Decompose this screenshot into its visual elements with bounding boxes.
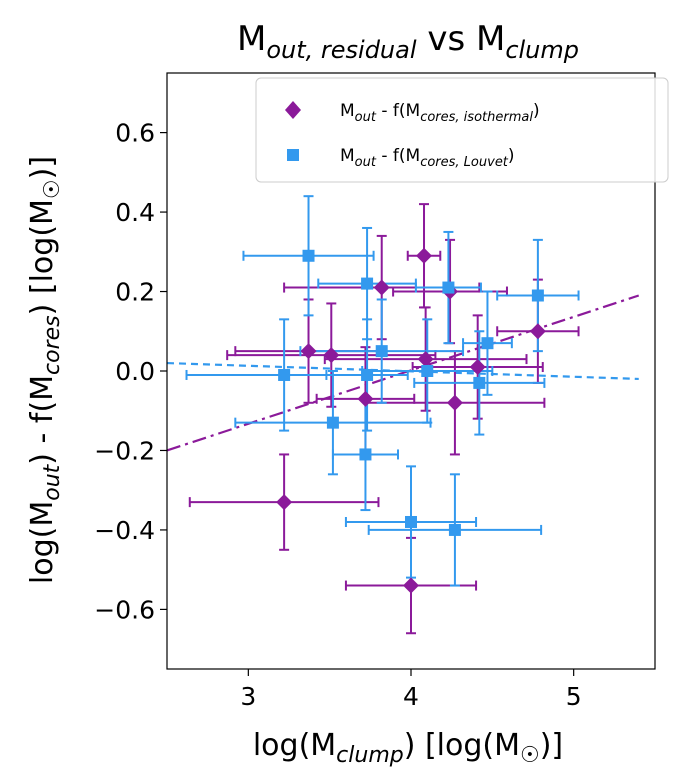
data-point-square [405, 516, 417, 528]
data-point-square [481, 337, 493, 349]
data-point-square [303, 250, 315, 262]
data-point-diamond [357, 391, 373, 407]
legend-marker-square [287, 149, 299, 161]
fit-lines [167, 296, 639, 451]
data-point-diamond [416, 248, 432, 264]
x-tick-label: 5 [566, 682, 582, 711]
error-bars [187, 196, 579, 633]
data-point-diamond [374, 280, 390, 296]
data-point-diamond [276, 494, 292, 510]
x-axis-label: log(Mclump) [log(M☉)] [253, 728, 563, 768]
x-tick-label: 4 [403, 682, 419, 711]
data-point-square [376, 345, 388, 357]
data-point-square [442, 282, 454, 294]
data-point-square [327, 417, 339, 429]
y-tick-label: 0.6 [115, 119, 155, 148]
data-point-square [361, 278, 373, 290]
y-axis-label: log(Mout) - f(Mcores) [log(M☉)] [25, 156, 65, 584]
x-axis-ticks: 3 4 5 [240, 669, 581, 711]
x-tick-label: 3 [240, 682, 256, 711]
data-point-diamond [530, 323, 546, 339]
data-point-square [278, 369, 290, 381]
data-point-square [361, 369, 373, 381]
data-point-diamond [301, 343, 317, 359]
y-tick-label: 0.0 [115, 357, 155, 386]
chart-title: Mout, residual vs Mclump [237, 19, 579, 64]
data-point-square [359, 448, 371, 460]
y-tick-label: −0.2 [94, 436, 155, 465]
data-point-square [532, 290, 544, 302]
data-point-square [449, 524, 461, 536]
data-point-diamond [403, 578, 419, 594]
data-point-diamond [447, 395, 463, 411]
data-point-square [473, 377, 485, 389]
y-tick-label: −0.4 [94, 516, 155, 545]
fit-line-dashdot [167, 296, 639, 451]
y-tick-label: 0.2 [115, 278, 155, 307]
y-tick-label: 0.4 [115, 198, 155, 227]
y-tick-label: −0.6 [94, 595, 155, 624]
data-point-square [421, 365, 433, 377]
y-axis-ticks: −0.6 −0.4 −0.2 0.0 0.2 0.4 0.6 [94, 119, 167, 625]
legend: Mout - f(Mcores, isothermal) Mout - f(Mc… [256, 78, 668, 182]
